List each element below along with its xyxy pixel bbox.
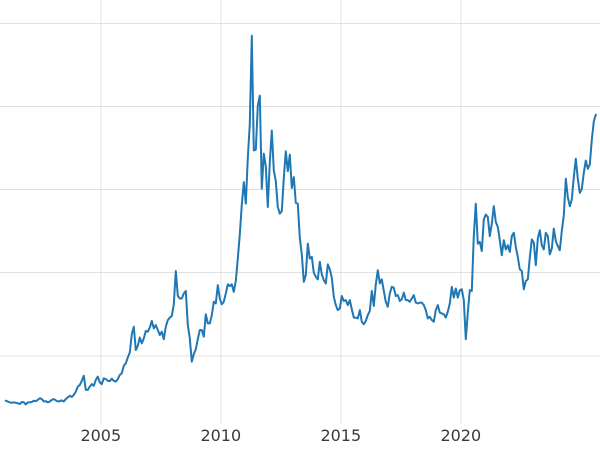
grid-layer [0,0,600,424]
series-layer [4,34,597,406]
price-series-line [4,34,597,406]
x-tick-label: 2010 [200,426,241,445]
x-tick-label: 2005 [80,426,121,445]
x-axis-tick-labels: 2005 2010 2015 2020 [80,426,481,445]
x-tick-label: 2015 [320,426,361,445]
x-tick-label: 2020 [440,426,481,445]
